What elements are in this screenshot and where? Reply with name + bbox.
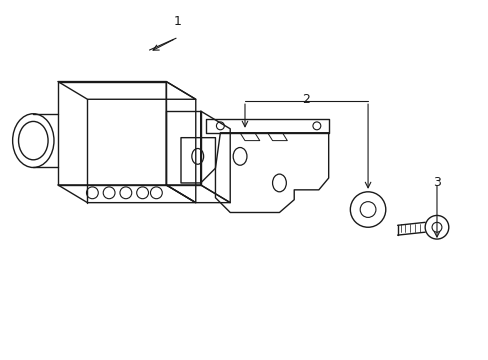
Text: 1: 1 [174,15,182,28]
Text: 2: 2 [302,93,310,106]
Text: 3: 3 [432,176,440,189]
